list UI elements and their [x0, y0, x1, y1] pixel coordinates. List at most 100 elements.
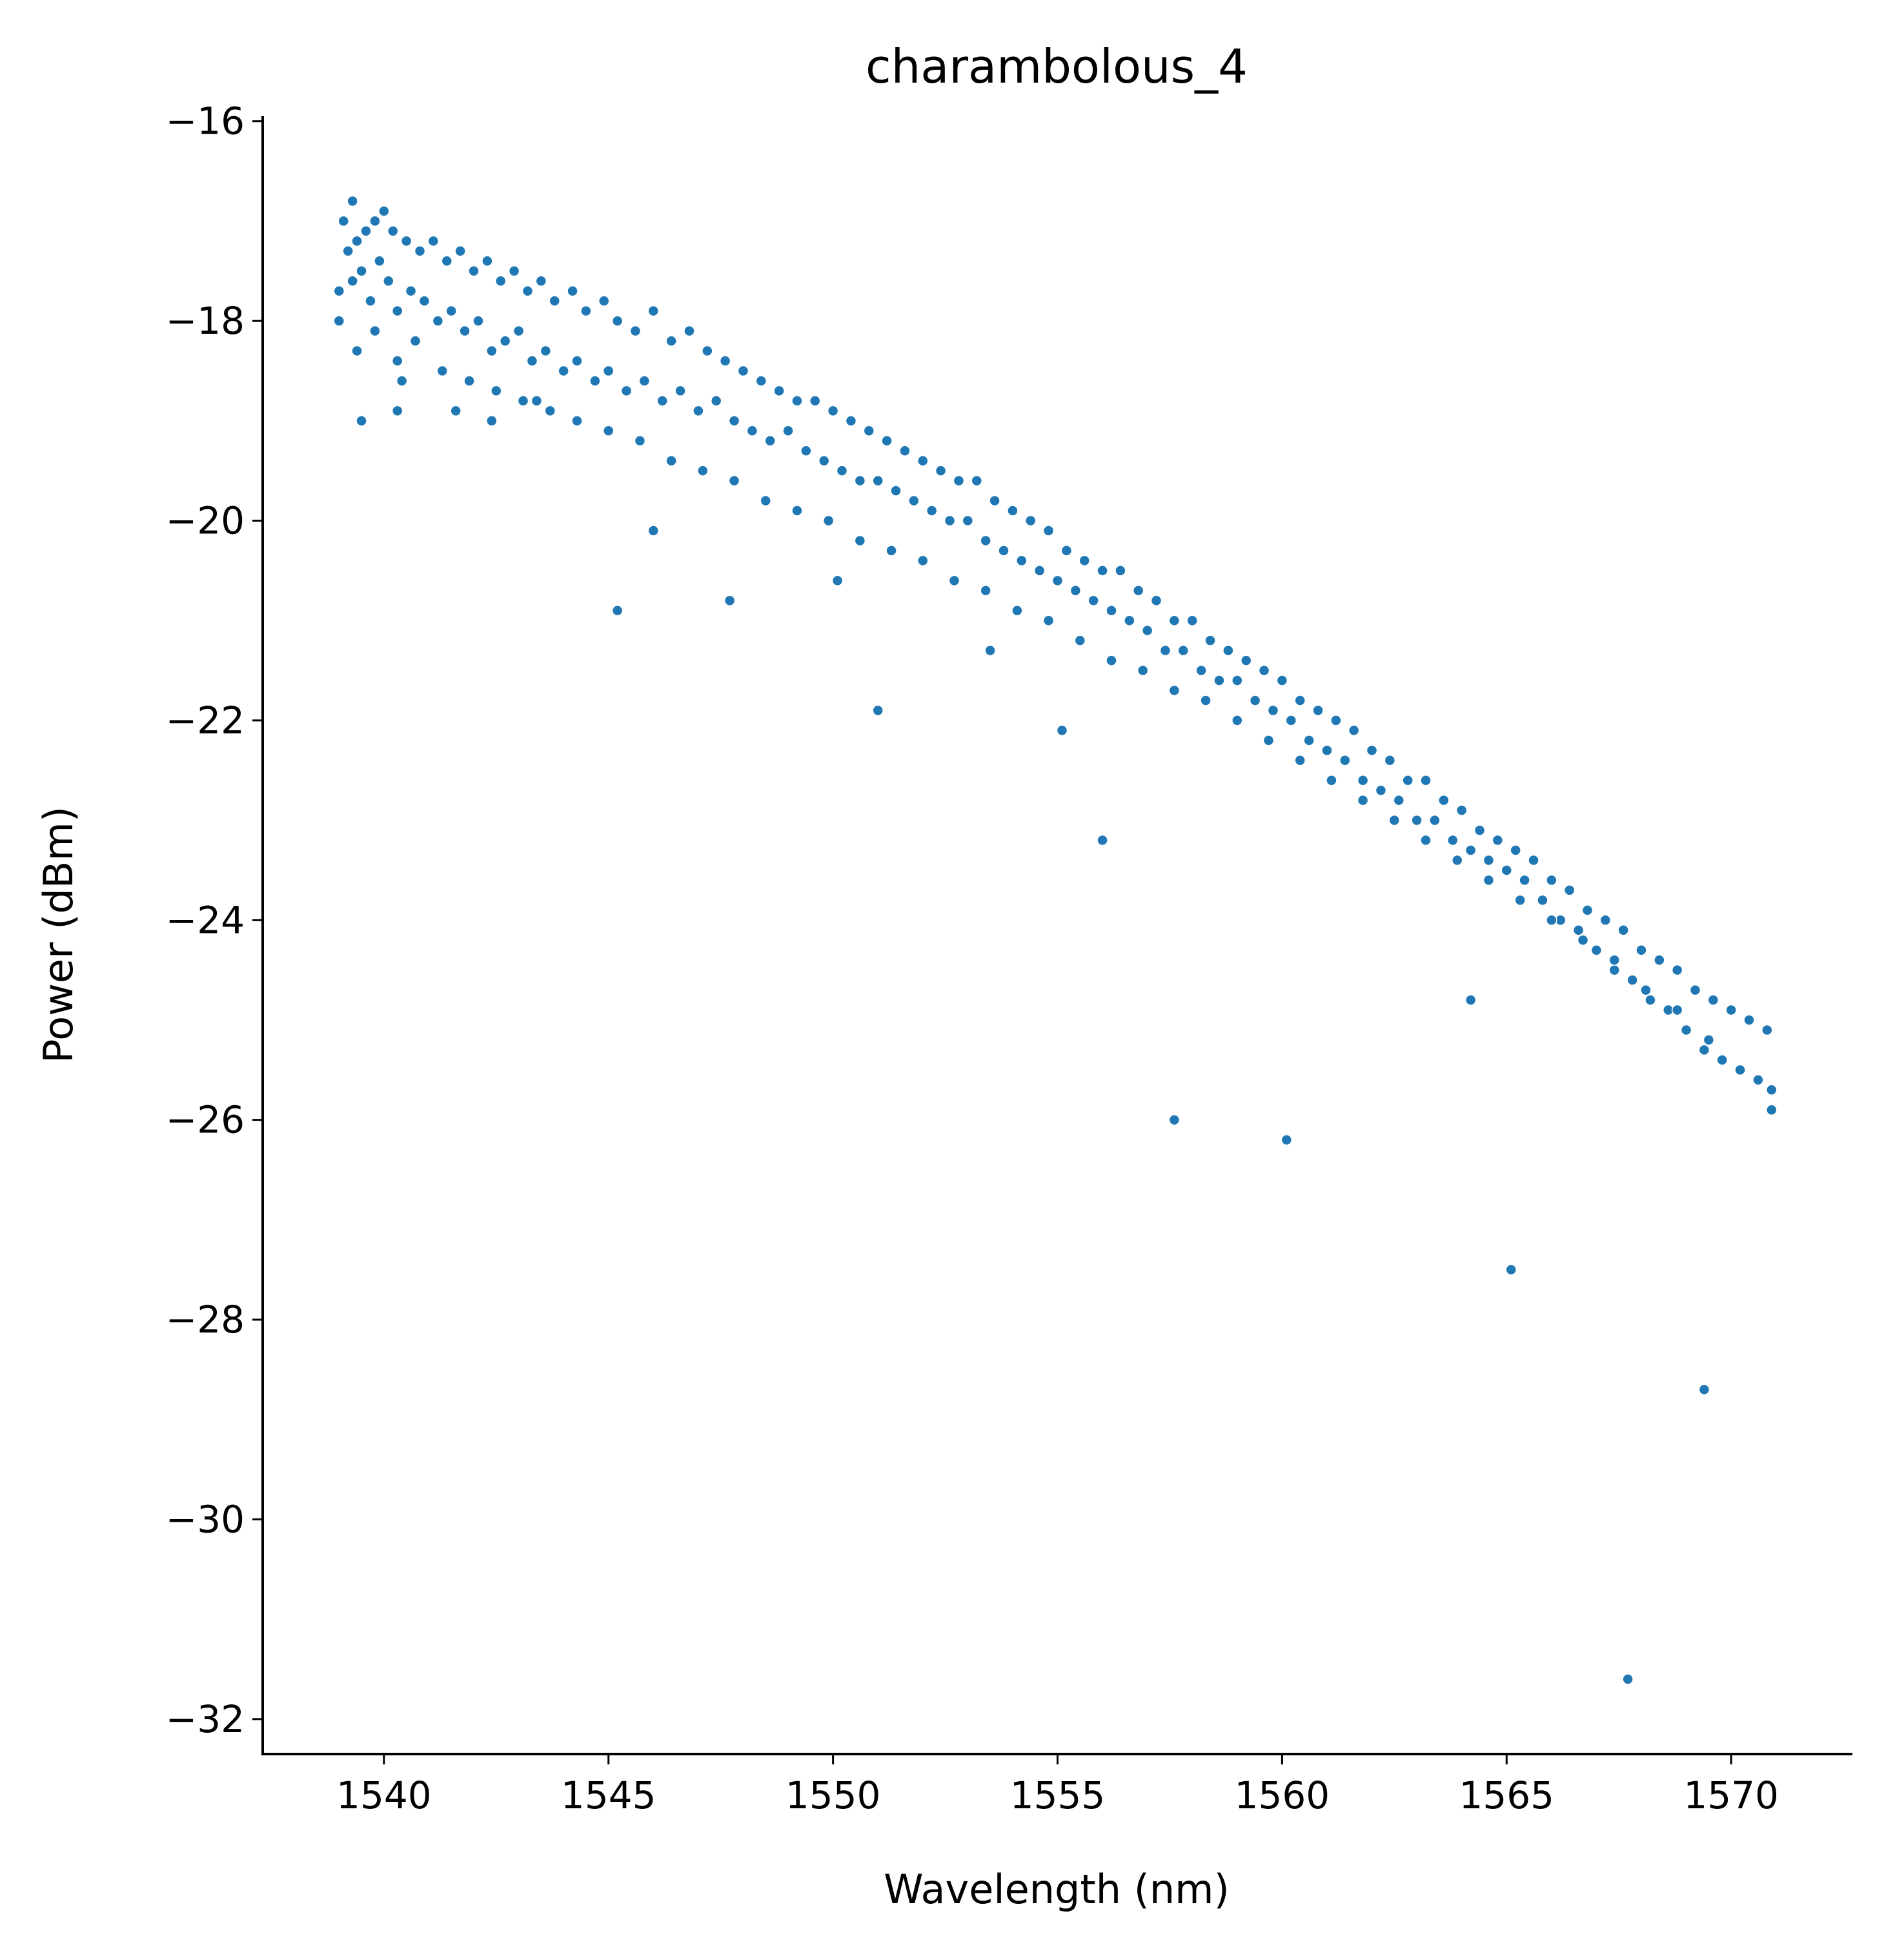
data-point — [971, 475, 983, 487]
y-tick-label: −28 — [166, 1298, 245, 1342]
data-point — [468, 265, 480, 277]
data-point — [854, 535, 866, 547]
data-point — [1563, 884, 1576, 896]
x-tick-label: 1565 — [1459, 1773, 1554, 1817]
data-point — [791, 505, 803, 516]
data-point — [450, 405, 461, 417]
data-point — [863, 425, 875, 437]
y-axis-ticks: −16 −18 −20 −22 −24 −26 −28 −30 −32 — [166, 99, 263, 1741]
data-point — [387, 225, 399, 237]
data-point — [647, 305, 660, 317]
x-axis-ticks: 1540 1545 1550 1555 1560 1565 1570 — [336, 1754, 1779, 1817]
data-point — [391, 355, 403, 367]
data-point — [634, 435, 646, 447]
data-point — [1056, 724, 1068, 737]
data-point — [1483, 874, 1495, 886]
y-tick-label: −30 — [166, 1497, 245, 1541]
data-point — [809, 395, 821, 407]
data-point — [454, 245, 466, 257]
data-point — [1671, 964, 1683, 976]
data-point — [1281, 1134, 1293, 1146]
data-point — [854, 475, 866, 487]
data-point — [831, 575, 844, 587]
data-point — [383, 275, 394, 287]
data-point — [567, 285, 578, 297]
data-point — [1357, 794, 1369, 806]
data-point — [1097, 565, 1108, 577]
data-point — [818, 454, 830, 467]
data-point — [1474, 824, 1486, 836]
data-point — [1033, 565, 1046, 577]
data-point — [760, 495, 772, 507]
data-point — [845, 415, 857, 427]
data-point — [432, 315, 444, 327]
data-point — [1294, 695, 1306, 706]
data-point — [953, 475, 965, 487]
data-point — [495, 275, 507, 287]
data-point — [347, 195, 358, 207]
data-point — [347, 275, 358, 287]
data-point — [409, 335, 421, 347]
data-point — [1384, 755, 1396, 766]
data-point — [1617, 924, 1629, 936]
data-point — [517, 395, 529, 407]
data-point — [782, 425, 794, 437]
data-point — [1766, 1104, 1778, 1116]
data-point — [396, 375, 408, 387]
data-point — [1069, 585, 1082, 597]
data-point — [1348, 724, 1360, 737]
data-point — [1262, 735, 1275, 746]
data-point — [1420, 774, 1432, 786]
data-point — [1725, 1004, 1737, 1016]
data-point — [872, 704, 884, 717]
data-point — [620, 385, 633, 397]
data-point — [481, 255, 493, 267]
data-point — [773, 385, 785, 397]
data-point — [1042, 615, 1055, 626]
data-point — [1483, 854, 1495, 866]
data-point — [872, 475, 884, 487]
data-point — [418, 295, 431, 307]
data-point — [1150, 595, 1162, 607]
data-point — [1115, 565, 1126, 577]
data-point — [984, 644, 996, 657]
data-point — [836, 465, 848, 476]
data-point — [1294, 755, 1306, 766]
data-point — [1447, 834, 1459, 846]
data-point — [1640, 984, 1652, 996]
data-point — [1577, 934, 1589, 946]
data-point — [1438, 794, 1450, 806]
data-point — [427, 235, 440, 247]
data-point — [1698, 1383, 1710, 1396]
data-point — [1159, 644, 1171, 657]
data-point — [1393, 794, 1405, 806]
data-point — [1716, 1054, 1728, 1066]
data-point — [459, 325, 471, 337]
data-point — [1016, 555, 1028, 567]
x-tick-label: 1560 — [1235, 1773, 1330, 1817]
data-point — [1734, 1064, 1746, 1076]
data-point — [491, 385, 502, 397]
data-point — [1501, 864, 1513, 876]
data-point — [1761, 1024, 1773, 1036]
data-point — [1366, 744, 1378, 757]
data-point — [602, 365, 614, 377]
y-tick-label: −20 — [166, 499, 245, 543]
data-point — [1106, 604, 1117, 617]
data-point — [571, 355, 583, 367]
data-point — [374, 255, 385, 267]
data-point — [1411, 814, 1423, 826]
data-point — [944, 515, 956, 527]
data-point — [1177, 644, 1190, 657]
data-point — [989, 495, 1000, 507]
data-point — [886, 545, 897, 556]
data-point — [1132, 585, 1144, 597]
data-point — [697, 465, 709, 476]
data-point — [1025, 515, 1037, 527]
data-point — [436, 365, 449, 377]
data-point — [549, 295, 560, 307]
data-point — [629, 325, 642, 337]
data-point — [1703, 1034, 1715, 1046]
data-point — [724, 595, 736, 607]
x-tick-label: 1545 — [561, 1773, 656, 1817]
